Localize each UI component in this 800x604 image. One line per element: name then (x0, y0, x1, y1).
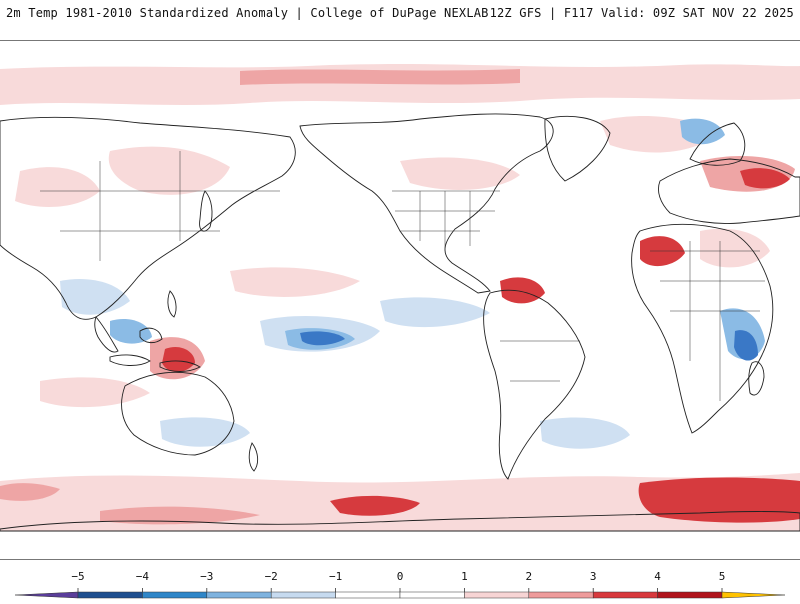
colorbar-tick-label: 0 (397, 570, 404, 583)
colorbar-svg: −5 −4 −3 −2 −1 0 1 2 3 4 5 (14, 570, 786, 599)
coastlines (0, 113, 800, 532)
colorbar-segment (528, 591, 594, 599)
map-canvas (0, 64, 800, 532)
colorbar-segment (77, 591, 143, 599)
colorbar-tick-label: −4 (136, 570, 150, 583)
colorbar-segment (657, 591, 723, 599)
map-title: 2m Temp 1981-2010 Standardized Anomaly |… (6, 6, 489, 20)
colorbar-segment (206, 591, 272, 599)
colorbar-tick-label: 1 (461, 570, 468, 583)
colorbar-tick-label: −2 (265, 570, 278, 583)
colorbar-extend-low (14, 591, 79, 599)
colorbar-segment (270, 591, 336, 599)
colorbar-tick-label: −1 (329, 570, 342, 583)
political-borders (40, 151, 765, 401)
colorbar-segment (335, 591, 401, 599)
colorbar-segment (464, 591, 530, 599)
model-run-label: 12Z GFS | F117 Valid: 09Z SAT NOV 22 202… (489, 6, 794, 20)
colorbar-segment (142, 591, 208, 599)
colorbar-extend-high (721, 591, 786, 599)
anomaly-shading (0, 64, 800, 531)
colorbar-tick-label: 4 (654, 570, 661, 583)
colorbar-segment (592, 591, 658, 599)
colorbar-tick-label: −5 (71, 570, 84, 583)
colorbar-tick-label: 5 (719, 570, 726, 583)
anomaly-map (0, 40, 800, 560)
colorbar: −5 −4 −3 −2 −1 0 1 2 3 4 5 (0, 560, 800, 600)
colorbar-tick-label: 2 (525, 570, 532, 583)
colorbar-segment (399, 591, 465, 599)
colorbar-tick-label: 3 (590, 570, 597, 583)
colorbar-tick-label: −3 (200, 570, 213, 583)
